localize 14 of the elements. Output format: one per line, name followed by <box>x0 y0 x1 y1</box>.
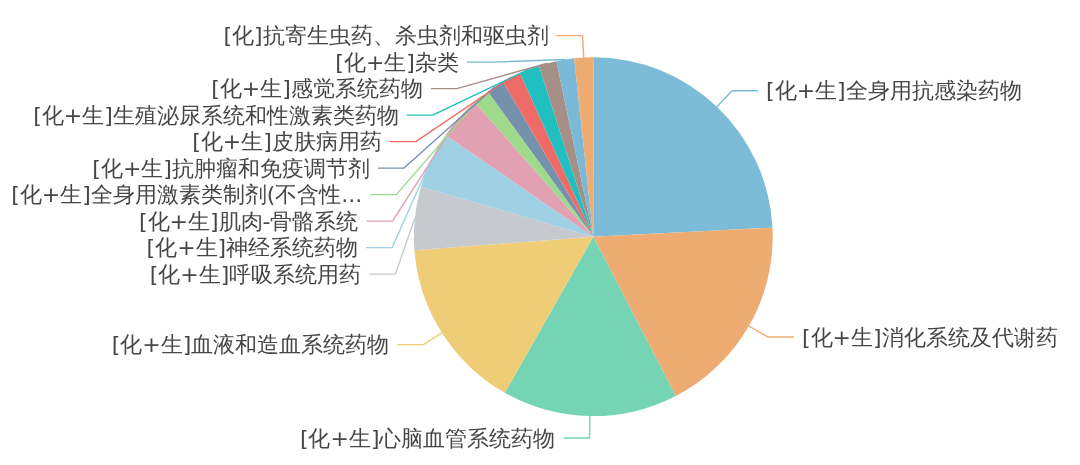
slice-label: [化+生]消化系统及代谢药 <box>801 324 1058 350</box>
slice-label: [化+生]皮肤病用药 <box>192 129 382 155</box>
slice-label: [化+生]全身用抗感染药物 <box>766 78 1022 104</box>
slice-label: [化+生]血液和造血系统药物 <box>111 332 390 358</box>
slice-label: [化+生]肌肉-骨骼系统 <box>138 208 359 234</box>
slice-label: [化+生]全身用激素类制剂(不含性... <box>11 182 363 208</box>
slice-label: [化+生]神经系统药物 <box>146 235 359 261</box>
slice-label: [化]抗寄生虫药、杀虫剂和驱虫剂 <box>223 23 549 49</box>
slice-label: [化+生]感觉系统药物 <box>211 76 423 102</box>
slice-label: [化+生]心脑血管系统药物 <box>299 425 556 451</box>
slice-label: [化+生]抗肿瘤和免疫调节剂 <box>92 155 370 181</box>
slice-label: [化+生]杂类 <box>335 49 459 75</box>
slice-label: [化+生]呼吸系统用药 <box>149 261 362 287</box>
slice-label: [化+生]生殖泌尿系统和性激素类药物 <box>33 102 399 128</box>
